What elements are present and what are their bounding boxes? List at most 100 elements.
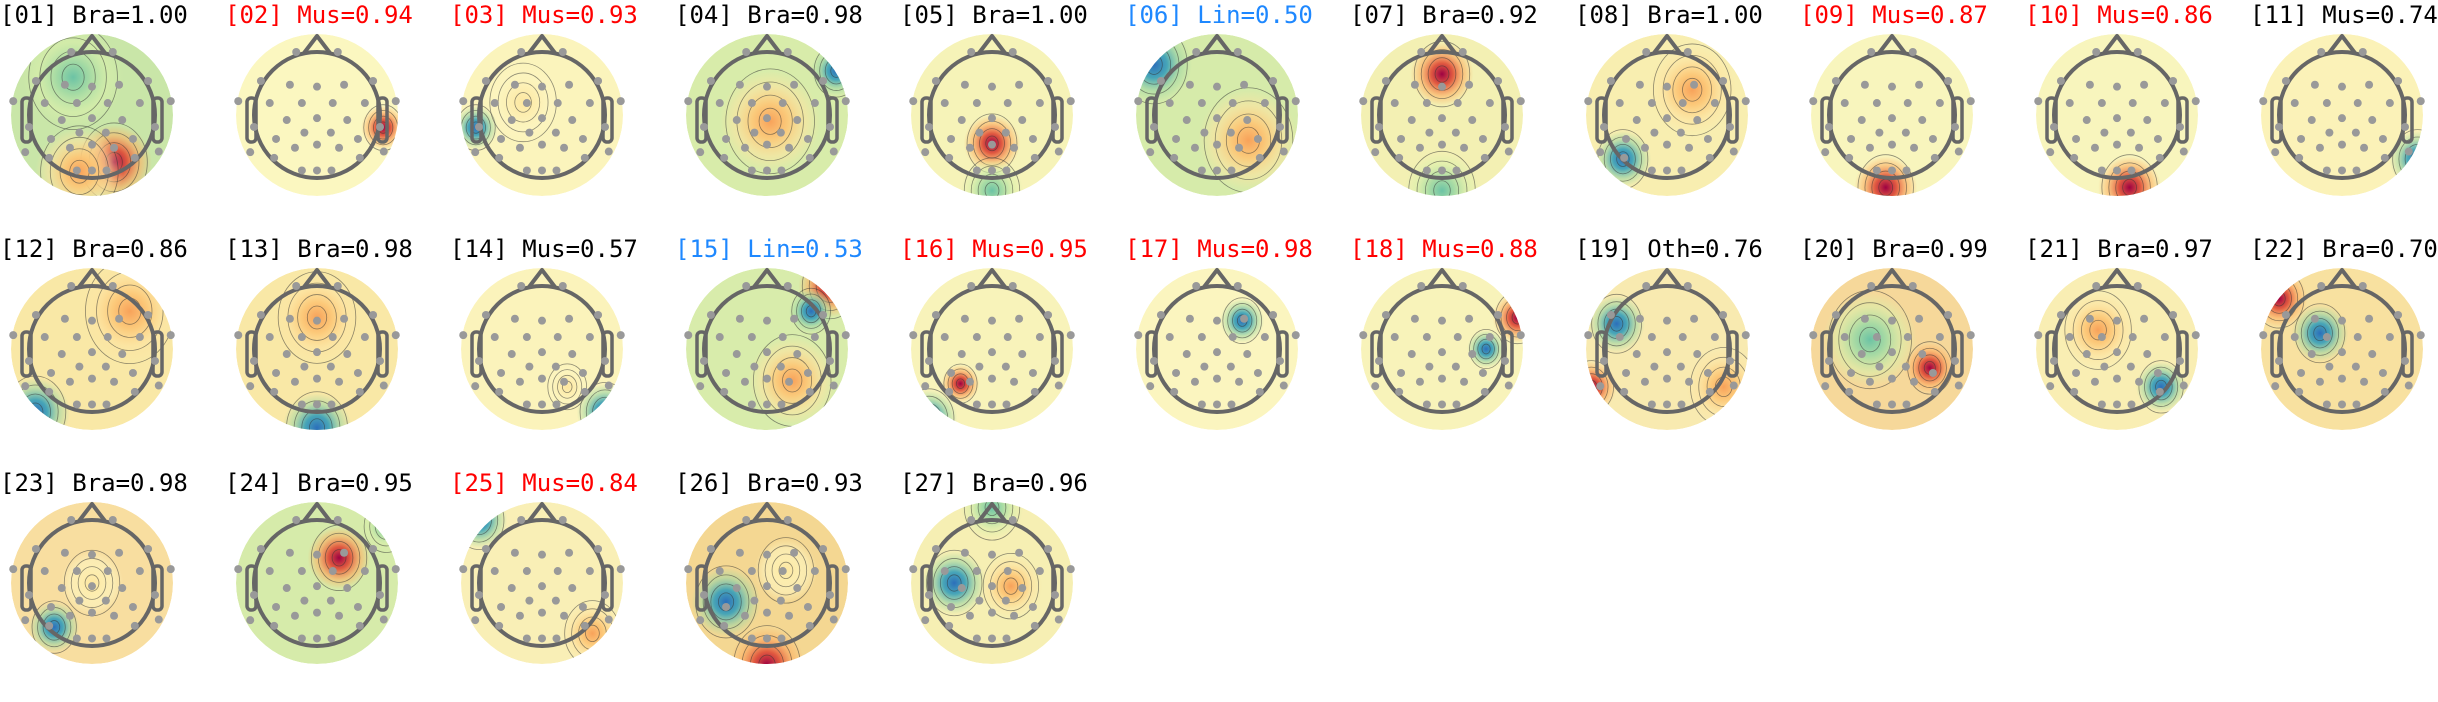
contour-line (61, 63, 85, 91)
electrode-dot (578, 134, 587, 143)
electrode-dot (391, 97, 400, 106)
electrode-dot (1438, 348, 1446, 357)
electrode-dot (2191, 97, 2200, 106)
electrode-dot (706, 76, 715, 85)
head-outline (27, 284, 157, 414)
topomap-panel: [17] Mus=0.98 (1125, 234, 1350, 468)
electrode-dot (88, 582, 96, 591)
electrode-dot (234, 97, 243, 106)
electrode-dot (1240, 80, 1249, 89)
electrode-dot (72, 634, 81, 643)
topomap-panel: [18] Mus=0.88 (1350, 234, 1575, 468)
electrode-dot (740, 377, 749, 386)
electrode-dot (778, 99, 787, 108)
electrode-dot (1647, 166, 1656, 175)
topomap-panel: [04] Bra=0.98 (675, 0, 900, 234)
electrode-dot (285, 314, 294, 323)
electrode-dot (1954, 381, 1963, 390)
electrode-dot (1705, 153, 1714, 162)
electrode-dot (1888, 166, 1896, 175)
electrode-dot (1875, 362, 1884, 371)
topomap-field (461, 502, 623, 664)
electrode-dot (1647, 333, 1656, 342)
electrode-dot (1269, 76, 1278, 85)
electrode-dot (360, 333, 369, 342)
contour-line (84, 574, 100, 592)
electrode-dot (118, 350, 127, 359)
head-outline (2277, 284, 2407, 414)
electrode-dot (495, 153, 504, 162)
electrode-dot (1228, 333, 1237, 342)
electrode-dot (2097, 99, 2106, 108)
electrode-dot (1134, 331, 1143, 340)
electrode-dot (497, 368, 506, 377)
electrode-dot (945, 387, 954, 396)
electrode-dot (1008, 516, 1017, 524)
topomap-panel: [23] Bra=0.98 (0, 468, 225, 702)
electrode-dot (1480, 153, 1489, 162)
contour-line (2108, 162, 2151, 196)
electrode-dot (921, 148, 930, 157)
electrode-dot (102, 400, 111, 409)
electrode-dot (369, 76, 378, 85)
electrode-dot (1951, 122, 1959, 131)
electrode-dot (538, 82, 546, 91)
electrode-dot (115, 80, 124, 89)
left-ear-icon (20, 564, 33, 612)
contour-line (922, 410, 936, 427)
electrode-dot (1944, 310, 1953, 319)
nose-icon (977, 268, 1007, 289)
contour-line (461, 502, 499, 543)
electrode-dot (700, 356, 708, 365)
right-ear-icon (376, 330, 389, 378)
electrode-dot (720, 621, 729, 630)
left-ear-icon (1370, 330, 1383, 378)
nose-icon (2327, 268, 2357, 289)
electrode-dot (1375, 356, 1383, 365)
electrode-dot (1438, 166, 1446, 175)
topomap-panel: [16] Mus=0.95 (900, 234, 1125, 468)
component-title: [04] Bra=0.98 (675, 1, 863, 29)
electrode-dot (1260, 333, 1269, 342)
right-ear-icon (826, 330, 839, 378)
electrode-dot (1002, 634, 1011, 643)
electrode-dot (88, 374, 96, 383)
component-title: [08] Bra=1.00 (1575, 1, 1763, 29)
contour-line (85, 268, 173, 365)
electrode-dot (810, 99, 819, 108)
electrode-dot (1741, 331, 1750, 340)
contour-line (764, 545, 808, 596)
electrode-dot (1901, 128, 1910, 137)
electrode-dot (1451, 362, 1460, 371)
electrode-dot (1397, 368, 1406, 377)
electrode-dot (1371, 382, 1380, 391)
electrode-dot (108, 516, 117, 524)
electrode-dot (1243, 350, 1252, 359)
electrode-dot (1460, 377, 1469, 386)
electrode-dot (326, 362, 335, 371)
electrode-dot (282, 116, 291, 125)
electrode-dot (2082, 116, 2091, 125)
electrode-dot (601, 122, 609, 131)
electrode-dot (552, 400, 561, 409)
electrode-dot (1600, 122, 1608, 131)
scalp-topomap (459, 502, 625, 664)
electrode-dot (972, 99, 981, 108)
electrode-dot (2128, 99, 2137, 108)
electrode-dot (594, 310, 603, 319)
electrode-dot (2307, 116, 2316, 125)
electrode-dot (166, 331, 175, 340)
electrode-dot (1642, 282, 1651, 290)
electrode-dot (353, 134, 362, 143)
electrode-dot (45, 387, 54, 396)
electrode-dot (2090, 143, 2099, 152)
electrode-dot (538, 374, 546, 383)
electrode-dot (1685, 377, 1694, 386)
electrode-dot (750, 596, 759, 605)
electrode-dot (1915, 314, 1924, 323)
right-ear-icon (2401, 96, 2414, 144)
electrode-dot (135, 333, 144, 342)
scalp-topomap (1359, 34, 1525, 196)
electrode-dot (553, 567, 562, 576)
electrode-dot (144, 76, 153, 85)
